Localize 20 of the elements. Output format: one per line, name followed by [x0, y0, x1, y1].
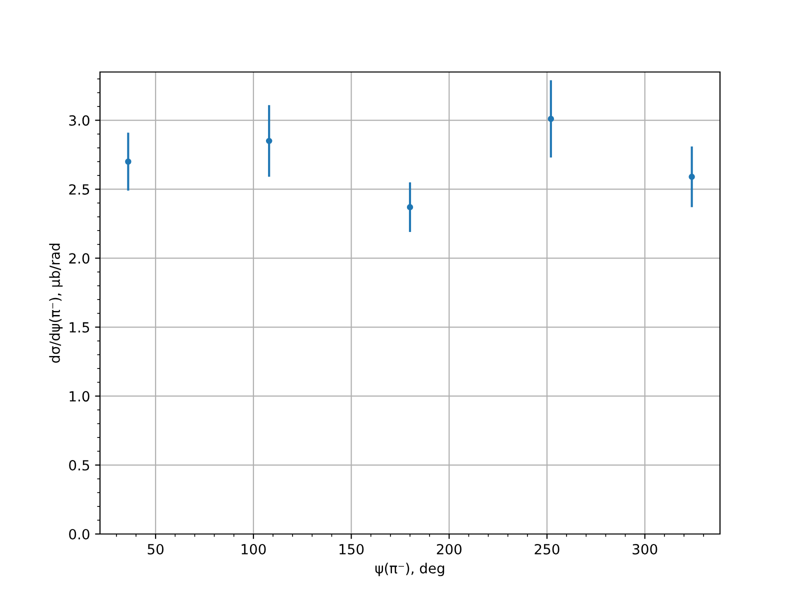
x-tick-label: 100: [242, 544, 266, 554]
y-tick-label: 1.0: [70, 391, 90, 402]
point: [688, 174, 695, 180]
y-tick-label: 2.0: [69, 253, 90, 264]
y-tick-label: 2.5: [69, 184, 90, 195]
x-tick-label: 50: [148, 544, 164, 554]
point: [406, 204, 414, 210]
y-tick-label: 0.5: [69, 460, 90, 471]
x-tick-label: 200: [436, 544, 462, 554]
point: [266, 138, 272, 144]
point: [125, 158, 132, 165]
x-tick-label: 150: [340, 544, 364, 554]
y-tick-label: 0.0: [69, 528, 90, 540]
x-axis-title: ψ(π⁻), deg: [375, 562, 444, 576]
point: [548, 116, 554, 122]
x-tick-label: 300: [632, 544, 658, 554]
y-tick-label: 3.0: [69, 115, 90, 126]
x-tick-label: 250: [534, 544, 560, 554]
y-tick-label: 1.5: [70, 322, 90, 333]
y-axis-title: dσ/dψ(π⁻), μb/rad: [49, 244, 63, 363]
